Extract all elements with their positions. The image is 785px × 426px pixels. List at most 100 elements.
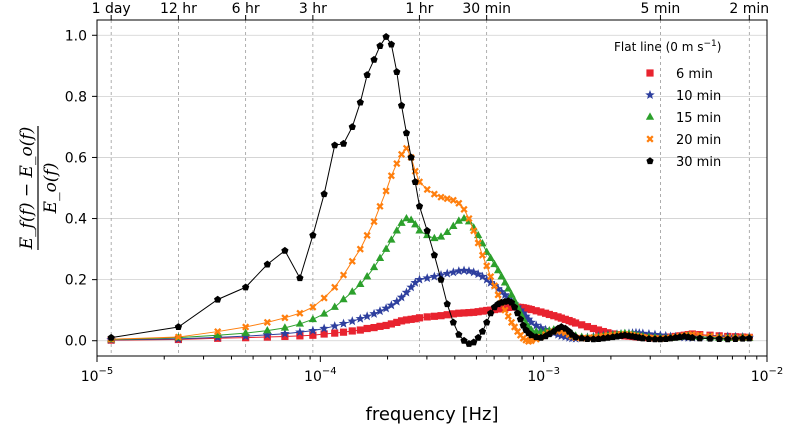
data-point-square: [550, 312, 558, 320]
data-point-star: [355, 313, 366, 323]
data-point-star: [536, 322, 546, 332]
data-point-square: [263, 333, 271, 341]
data-point-x: [382, 187, 390, 195]
data-point-pentagon: [242, 283, 250, 291]
data-point-triangle: [241, 328, 250, 336]
data-point-pentagon: [474, 333, 482, 341]
data-point-x: [494, 291, 502, 299]
data-point-pentagon: [460, 336, 468, 344]
y-label-numerator: E_f(f) − E_o(f): [17, 127, 37, 251]
data-point-x: [483, 262, 491, 270]
data-point-star: [523, 314, 534, 324]
data-point-star: [448, 267, 459, 277]
data-point-x: [501, 306, 509, 314]
data-point-star: [464, 266, 474, 276]
y-tick-label: 0.2: [65, 273, 87, 289]
data-point-triangle: [397, 218, 406, 226]
data-point-pentagon: [470, 338, 478, 346]
legend-label: 20 min: [676, 133, 721, 148]
data-point-x: [465, 214, 473, 223]
data-point-triangle: [280, 323, 290, 331]
data-point-pentagon: [402, 129, 411, 137]
data-point-pentagon: [696, 334, 704, 342]
data-point-triangle: [263, 326, 272, 334]
data-point-pentagon: [449, 318, 457, 326]
data-point-star: [500, 289, 510, 299]
data-point-pentagon: [646, 157, 654, 165]
y-axis-label: E_f(f) − E_o(f) E_o(f): [17, 126, 61, 250]
data-point-square: [370, 323, 378, 332]
data-point-x: [443, 195, 451, 203]
data-point-x: [460, 205, 468, 213]
data-point-square: [478, 307, 487, 315]
data-point-x: [339, 271, 348, 279]
axes: 0.0 0.2 0.4 0.6 0.8 1.0 10−5 10−4 10−3 10−2 1 day 1…: [17, 1, 783, 425]
data-point-triangle: [507, 290, 516, 298]
top-tick-label: 1 hr: [405, 1, 433, 17]
data-point-star: [459, 265, 469, 275]
data-point-pentagon: [578, 334, 586, 342]
data-point-square: [527, 305, 535, 314]
data-point-x: [174, 333, 183, 341]
data-point-square: [557, 314, 565, 322]
data-point-star: [436, 270, 446, 280]
data-point-pentagon: [571, 333, 580, 341]
data-point-star: [375, 306, 385, 316]
data-point-pentagon: [423, 226, 431, 234]
y-tick-label: 0.8: [65, 89, 87, 105]
top-tick-label: 6 hr: [232, 1, 260, 17]
data-point-square: [376, 322, 384, 330]
grid: [97, 20, 767, 356]
data-point-x: [370, 218, 378, 226]
data-point-star: [553, 329, 563, 339]
data-point-triangle: [443, 227, 452, 236]
data-point-pentagon: [309, 231, 317, 239]
data-point-triangle: [504, 284, 513, 292]
data-point-pentagon: [688, 333, 696, 341]
data-point-pentagon: [731, 335, 740, 342]
top-tick-label: 12 hr: [160, 1, 197, 17]
data-point-square: [545, 310, 553, 319]
data-point-x: [320, 294, 328, 302]
legend-entry: 15 min: [645, 111, 721, 126]
data-point-star: [521, 311, 531, 321]
data-point-pentagon: [639, 334, 647, 342]
data-point-triangle: [454, 216, 463, 224]
data-point-star: [473, 269, 483, 279]
top-tick-label: 30 min: [462, 1, 511, 17]
data-point-square: [541, 309, 550, 317]
data-point-square: [363, 324, 371, 333]
data-point-square: [281, 332, 289, 341]
data-point-triangle: [295, 319, 305, 327]
data-point-pentagon: [214, 295, 222, 303]
data-point-square: [470, 308, 478, 316]
data-point-square: [449, 310, 457, 318]
data-point-pentagon: [397, 101, 406, 109]
data-point-pentagon: [510, 303, 519, 311]
data-point-square: [407, 315, 415, 323]
data-point-star: [518, 308, 528, 318]
data-point-x: [376, 202, 384, 210]
data-point-pentagon: [437, 275, 445, 283]
data-point-star: [477, 271, 488, 281]
data-point-pentagon: [339, 139, 348, 147]
data-point-pentagon: [356, 98, 364, 106]
y-tick-label: 0.6: [65, 150, 87, 166]
data-point-triangle: [497, 271, 506, 280]
x-tick-label: 10−3: [527, 366, 560, 385]
data-point-triangle: [348, 287, 357, 295]
data-point-x: [487, 272, 495, 281]
data-point-triangle: [493, 265, 503, 274]
data-point-pentagon: [376, 42, 384, 50]
data-point-square: [339, 328, 348, 336]
data-point-star: [262, 329, 273, 339]
data-point-square: [356, 326, 364, 334]
data-point-triangle: [356, 279, 365, 287]
data-point-star: [493, 283, 503, 293]
y-tick-label: 1.0: [65, 28, 87, 44]
data-point-square: [455, 309, 463, 317]
data-point-square: [589, 324, 598, 333]
data-point-triangle: [362, 271, 372, 280]
data-point-triangle: [375, 253, 385, 262]
y-label-denominator: E_o(f): [41, 163, 61, 215]
